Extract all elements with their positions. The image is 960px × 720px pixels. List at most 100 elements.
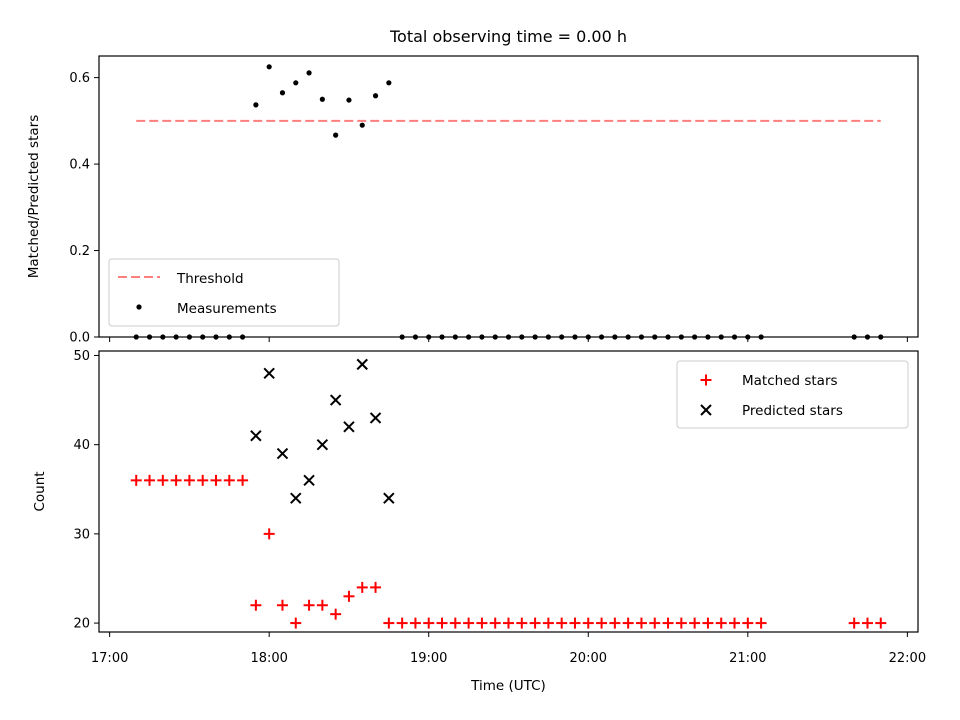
matched-star-point	[343, 590, 355, 602]
matched-star-point	[130, 474, 142, 486]
x-stroke-b	[700, 404, 712, 416]
bottom-legend: Matched stars Predicted stars	[676, 360, 909, 429]
matched-star-point	[210, 474, 222, 486]
x-tick-label: 22:00	[889, 651, 926, 666]
bottom-axes-frame	[98, 350, 919, 633]
matched-star-point	[144, 474, 156, 486]
matched-star-point	[861, 617, 873, 629]
measurements-legend-label: Measurements	[177, 301, 277, 317]
matched-star-point	[303, 599, 315, 611]
predicted-star-point	[316, 438, 329, 451]
x-tick-label: 19:00	[410, 651, 447, 666]
matched-star-point	[556, 617, 568, 629]
measurement-point	[359, 122, 365, 128]
matched-star-point	[423, 617, 435, 629]
bottom-y-axis-label: Count	[32, 471, 48, 511]
bottom-y-tick-label: 20	[73, 617, 90, 632]
matched-star-point	[476, 617, 488, 629]
bottom-y-tick-label: 30	[73, 527, 90, 542]
top-y-tick-label: 0.4	[69, 158, 90, 173]
top-legend: Threshold Measurements	[108, 258, 340, 327]
predicted-star-point	[263, 367, 275, 380]
x-stroke-b	[303, 474, 315, 487]
matched-star-point	[436, 617, 448, 629]
matched-star-point	[276, 599, 288, 611]
x-stroke-b	[290, 492, 302, 504]
measurement-point	[306, 70, 312, 76]
matched-stars-legend-marker	[700, 374, 712, 386]
matched-star-point	[542, 617, 554, 629]
matched-star-point	[715, 617, 727, 629]
matched-star-point	[223, 474, 235, 486]
predicted-star-point	[276, 447, 289, 460]
matched-star-point	[529, 617, 541, 629]
measurement-point	[279, 90, 286, 96]
measurement-point	[293, 80, 299, 86]
matched-star-point	[316, 599, 328, 611]
predicted-star-point	[356, 358, 368, 371]
x-stroke-b	[343, 421, 355, 433]
matched-star-point	[263, 528, 275, 540]
matched-star-point	[250, 599, 262, 611]
bottom-plot-area	[130, 358, 887, 629]
x-axis-label: Time (UTC)	[470, 678, 546, 694]
matched-star-point	[197, 474, 209, 486]
matched-star-point	[755, 617, 767, 629]
predicted-star-point	[303, 474, 315, 487]
matched-star-point	[662, 617, 674, 629]
matched-star-point	[596, 617, 608, 629]
bottom-y-tick-label: 40	[73, 438, 90, 453]
predicted-stars-legend-marker	[700, 404, 712, 416]
matched-star-point	[848, 617, 860, 629]
matched-star-point	[489, 617, 501, 629]
matched-star-point	[516, 617, 528, 629]
measurement-point	[266, 64, 272, 70]
matched-stars-legend-label: Matched stars	[742, 373, 838, 389]
matched-star-point	[396, 617, 408, 629]
chart-title: Total observing time = 0.00 h	[389, 27, 627, 46]
x-stroke-b	[276, 447, 289, 460]
bottom-panel-count: 20 30 40 50 17:00 18:00 19:00 20:00 21:00 22:00	[73, 349, 926, 666]
measurement-point	[333, 132, 339, 138]
x-stroke-b	[329, 394, 342, 406]
matched-star-point	[383, 617, 395, 629]
measurement-point	[319, 96, 325, 102]
matched-star-point	[409, 617, 421, 629]
matched-star-point	[503, 617, 514, 629]
top-axes-frame	[98, 55, 919, 338]
matched-star-point	[609, 617, 621, 629]
matched-star-point	[729, 617, 741, 629]
matched-star-point	[635, 617, 647, 629]
predicted-star-point	[329, 394, 342, 406]
matched-star-point	[183, 474, 195, 486]
top-legend-box	[108, 258, 340, 327]
legend-x-marker	[700, 404, 712, 416]
matched-star-point	[290, 617, 302, 629]
matched-star-point	[170, 474, 182, 486]
legend-plus-marker	[700, 374, 712, 386]
predicted-star-point	[290, 492, 302, 504]
predicted-star-point	[369, 412, 382, 424]
measurement-point	[253, 102, 259, 108]
matched-star-point	[370, 581, 382, 593]
matched-star-point	[702, 617, 714, 629]
measurement-point	[386, 80, 392, 86]
matched-star-point	[649, 617, 661, 629]
x-tick-label: 21:00	[729, 651, 766, 666]
matched-star-point	[875, 617, 887, 629]
predicted-star-point	[383, 492, 395, 504]
bottom-y-tick-label: 50	[73, 349, 90, 364]
threshold-legend-label: Threshold	[176, 271, 244, 287]
matched-star-point	[622, 617, 634, 629]
matched-star-point	[569, 617, 581, 629]
top-panel-ratio: 0.0 0.2 0.4 0.6	[69, 55, 919, 346]
matched-star-point	[742, 617, 754, 629]
top-y-tick-label: 0.2	[69, 244, 90, 259]
x-tick-label: 18:00	[250, 651, 287, 666]
x-stroke-b	[263, 367, 275, 380]
x-stroke-b	[250, 430, 262, 442]
top-y-tick-label: 0.0	[69, 331, 90, 346]
matched-star-point	[675, 617, 687, 629]
